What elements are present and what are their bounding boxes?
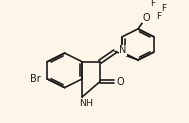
Text: N: N [119,46,126,55]
Text: F: F [161,4,167,13]
Text: NH: NH [79,99,93,108]
Text: F: F [156,12,162,21]
Text: Br: Br [30,74,41,84]
Text: O: O [142,13,150,23]
Text: F: F [150,0,156,8]
Text: O: O [116,77,124,87]
